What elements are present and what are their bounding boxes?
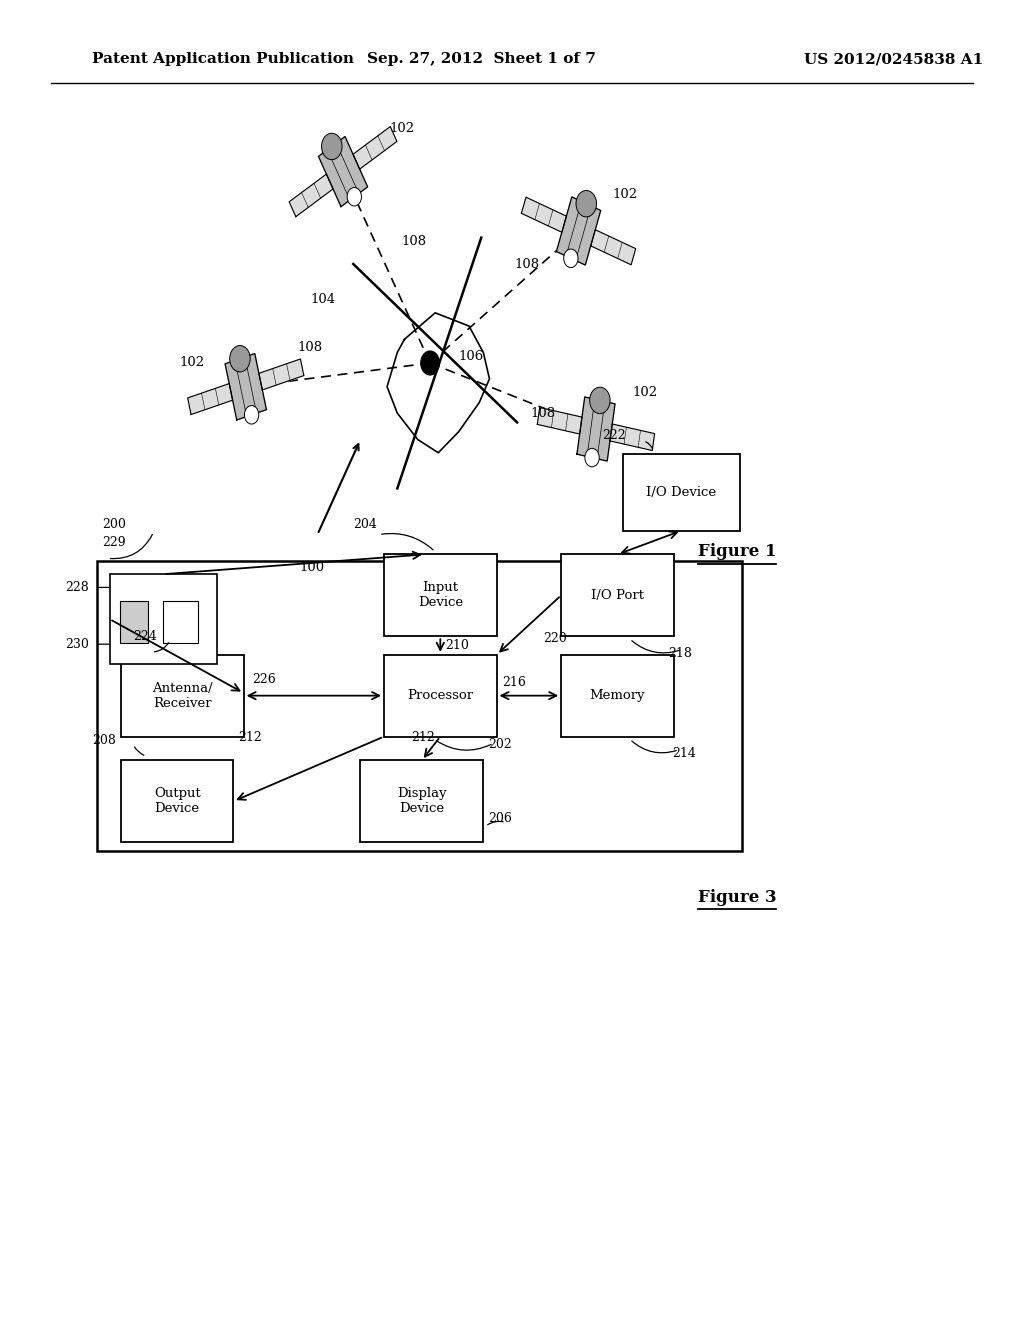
Polygon shape <box>225 354 266 420</box>
Text: Memory: Memory <box>590 689 645 702</box>
Text: Output
Device: Output Device <box>154 787 201 816</box>
FancyBboxPatch shape <box>120 601 148 643</box>
Text: Display
Device: Display Device <box>397 787 446 816</box>
Text: 212: 212 <box>239 731 262 744</box>
Text: 100: 100 <box>300 561 325 574</box>
Text: 218: 218 <box>669 647 692 660</box>
Polygon shape <box>556 197 601 265</box>
FancyBboxPatch shape <box>97 561 742 851</box>
Text: Antenna/
Receiver: Antenna/ Receiver <box>152 681 213 710</box>
Text: 226: 226 <box>252 673 275 686</box>
FancyBboxPatch shape <box>561 655 674 737</box>
Polygon shape <box>591 230 636 265</box>
Text: 216: 216 <box>502 676 525 689</box>
Text: 220: 220 <box>543 632 566 645</box>
Polygon shape <box>353 127 397 169</box>
Text: 108: 108 <box>297 341 323 354</box>
Circle shape <box>322 133 342 160</box>
Circle shape <box>585 449 599 467</box>
Text: 108: 108 <box>401 235 427 248</box>
Text: 230: 230 <box>66 638 89 651</box>
Text: 214: 214 <box>672 747 695 760</box>
Text: 228: 228 <box>66 581 89 594</box>
Text: 108: 108 <box>530 407 556 420</box>
Text: 102: 102 <box>612 187 638 201</box>
Text: Patent Application Publication: Patent Application Publication <box>92 53 354 66</box>
Text: I/O Device: I/O Device <box>646 486 717 499</box>
FancyBboxPatch shape <box>384 554 497 636</box>
Text: 102: 102 <box>179 356 205 370</box>
FancyBboxPatch shape <box>110 574 217 664</box>
Text: 202: 202 <box>488 738 512 751</box>
Polygon shape <box>259 359 304 389</box>
Text: 204: 204 <box>353 517 377 531</box>
FancyBboxPatch shape <box>360 760 483 842</box>
Text: Input
Device: Input Device <box>418 581 463 610</box>
Polygon shape <box>187 384 232 414</box>
Text: 102: 102 <box>633 385 658 399</box>
Circle shape <box>229 346 250 372</box>
Polygon shape <box>318 136 368 207</box>
Text: 106: 106 <box>459 350 484 363</box>
Text: Sep. 27, 2012  Sheet 1 of 7: Sep. 27, 2012 Sheet 1 of 7 <box>367 53 596 66</box>
Polygon shape <box>521 197 566 232</box>
Text: I/O Port: I/O Port <box>591 589 644 602</box>
Circle shape <box>590 387 610 413</box>
Text: 108: 108 <box>514 257 540 271</box>
Polygon shape <box>538 408 582 434</box>
Text: 200: 200 <box>102 517 126 531</box>
Text: 102: 102 <box>389 121 415 135</box>
FancyBboxPatch shape <box>163 601 198 643</box>
Text: 212: 212 <box>412 731 435 744</box>
FancyBboxPatch shape <box>121 655 244 737</box>
Circle shape <box>563 249 578 268</box>
Text: 229: 229 <box>102 536 126 549</box>
Text: Figure 3: Figure 3 <box>698 890 776 906</box>
FancyBboxPatch shape <box>384 655 497 737</box>
Text: 224: 224 <box>133 630 157 643</box>
Polygon shape <box>577 397 615 461</box>
Polygon shape <box>289 174 333 216</box>
Circle shape <box>347 187 361 206</box>
Text: 206: 206 <box>488 812 512 825</box>
Circle shape <box>577 190 597 216</box>
Text: 222: 222 <box>602 429 626 442</box>
FancyBboxPatch shape <box>623 454 740 531</box>
Text: 210: 210 <box>445 639 469 652</box>
Circle shape <box>245 405 259 424</box>
Polygon shape <box>610 424 654 450</box>
Text: US 2012/0245838 A1: US 2012/0245838 A1 <box>804 53 983 66</box>
Text: Processor: Processor <box>408 689 473 702</box>
FancyBboxPatch shape <box>561 554 674 636</box>
Text: 104: 104 <box>310 293 336 306</box>
Text: Figure 1: Figure 1 <box>698 544 776 560</box>
Text: 208: 208 <box>92 734 116 747</box>
Circle shape <box>421 351 439 375</box>
FancyBboxPatch shape <box>121 760 233 842</box>
